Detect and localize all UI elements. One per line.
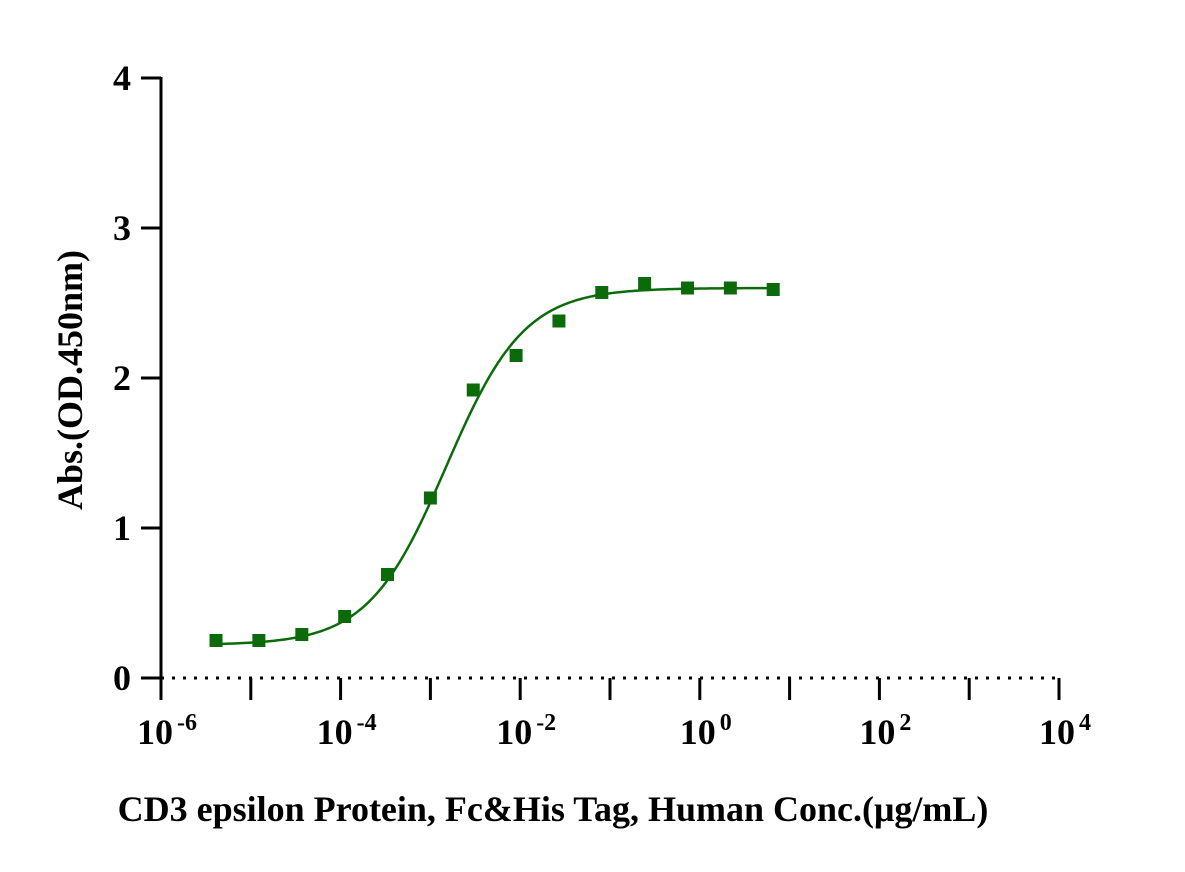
data-point [381, 568, 395, 581]
y-tick-label: 4 [113, 58, 131, 98]
data-point [252, 634, 266, 647]
x-tick-label: 10 -4 [317, 710, 377, 752]
data-point [723, 281, 737, 295]
data-points [209, 277, 780, 647]
data-point [766, 283, 780, 296]
x-tick-label: 10 0 [680, 710, 732, 752]
y-axis: 0 1 2 3 4 [113, 58, 163, 698]
y-tick-label: 1 [113, 508, 131, 548]
data-point [638, 277, 652, 290]
y-tick-label: 2 [113, 358, 131, 398]
x-axis: 10 -6 10 -4 10 -2 10 0 10 2 10 4 [137, 676, 1091, 752]
y-tick-label: 0 [113, 658, 131, 698]
fit-curve-layer [215, 286, 774, 646]
data-point [295, 628, 309, 641]
data-point [423, 491, 437, 505]
data-point [209, 634, 223, 647]
data-point [552, 314, 566, 328]
data-point [509, 349, 523, 362]
fit-curve [215, 286, 774, 646]
x-tick-label: 10 -6 [137, 710, 197, 752]
y-axis-label: Abs.(OD.450nm) [50, 250, 90, 510]
x-axis-label: CD3 epsilon Protein, Fc&His Tag, Human C… [118, 789, 989, 829]
y-tick-label: 3 [113, 208, 131, 248]
data-point [338, 610, 352, 623]
x-tick-label: 10 2 [859, 710, 911, 752]
data-point [595, 286, 609, 299]
x-tick-label: 10 -2 [496, 710, 556, 752]
x-tick-label: 10 4 [1039, 710, 1091, 752]
data-point [466, 383, 480, 397]
data-point [681, 281, 695, 295]
